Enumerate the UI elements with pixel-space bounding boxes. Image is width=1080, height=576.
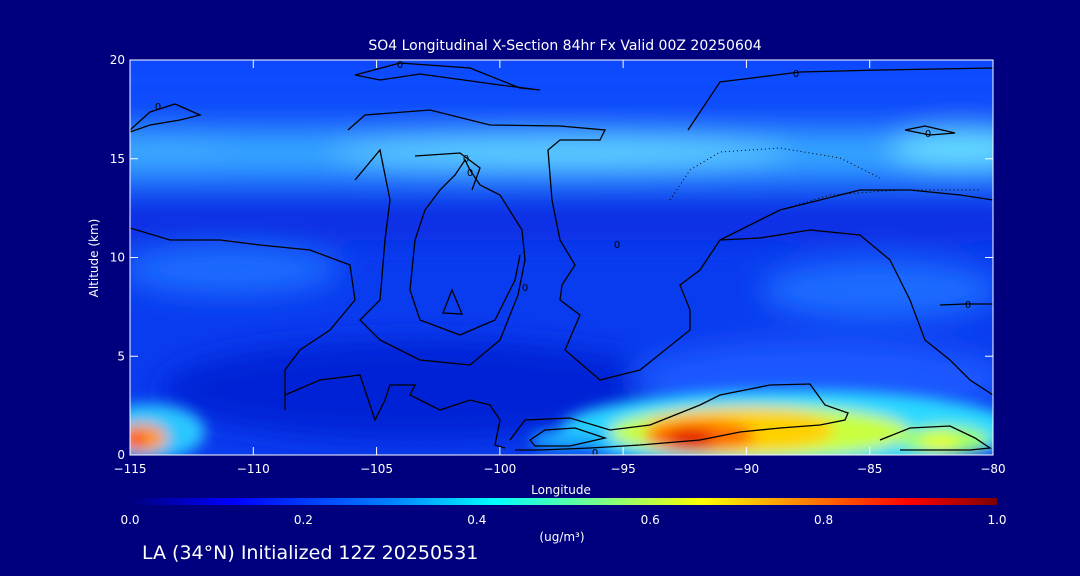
plume-main-red: [666, 430, 714, 450]
field-band-right: [890, 130, 993, 166]
field-mid-dark: [130, 200, 993, 240]
contour-lower-left: [284, 374, 506, 449]
contour-label: 0: [463, 154, 469, 165]
contour-inner-loop: [354, 148, 526, 366]
colorbar-tick-label: 1.0: [987, 513, 1006, 527]
contour-right-mid: [719, 229, 993, 396]
contour-left-upper: [130, 103, 203, 133]
contour-mid-band: [414, 152, 481, 191]
colorbar-tick-label: 0.0: [120, 513, 139, 527]
contour-central-loop: [347, 109, 993, 381]
x-tick-label: −90: [734, 462, 759, 476]
y-tick-label: 15: [110, 152, 125, 166]
plume-right-core: [920, 434, 960, 450]
contour-lines: [130, 62, 993, 451]
contour-label: 0: [522, 283, 528, 294]
contour-right-side: [939, 303, 993, 306]
x-tick-label: −95: [610, 462, 635, 476]
x-axis: −115 −110 −105 −100 −95 −90 −85 −80: [114, 60, 1006, 476]
chart-title: SO4 Longitudinal X-Section 84hr Fx Valid…: [368, 38, 761, 54]
plot-area: [130, 60, 993, 455]
contour-label: 0: [155, 102, 161, 113]
field-band-center: [330, 136, 790, 168]
x-tick-label: −115: [114, 462, 147, 476]
contour-plume-inner: [529, 427, 608, 447]
x-tick-label: −105: [360, 462, 393, 476]
field-low-dark: [160, 340, 680, 440]
contour-top: [354, 62, 541, 91]
contour-plume-right: [879, 425, 992, 451]
colorbar-ticks: 0.0 0.2 0.4 0.6 0.8 1.0: [120, 513, 1006, 527]
contour-label: 0: [793, 69, 799, 80]
colorbar-tick-label: 0.8: [814, 513, 833, 527]
contour-label: 0: [592, 448, 598, 459]
y-tick-label: 5: [117, 349, 125, 363]
field-top-layer: [130, 60, 993, 110]
contour-peak: [442, 288, 463, 315]
x-tick-label: −100: [483, 462, 516, 476]
colorbar-tick-label: 0.4: [467, 513, 486, 527]
plume-left-hot: [130, 432, 146, 448]
contour-small-right: [904, 125, 956, 136]
y-tick-label: 20: [110, 53, 125, 67]
x-tick-label: −110: [237, 462, 270, 476]
x-axis-label: Longitude: [531, 483, 591, 497]
contour-top-right: [687, 67, 993, 131]
colorbar: 0.0 0.2 0.4 0.6 0.8 1.0 (ug/m³): [120, 498, 1007, 544]
y-tick-label: 10: [110, 251, 125, 265]
y-axis-label: Altitude (km): [87, 219, 101, 298]
plume-left-small: [530, 430, 610, 450]
initialization-caption: LA (34°N) Initialized 12Z 20250531: [142, 542, 479, 564]
contour-label: 0: [614, 240, 620, 251]
y-tick-label: 0: [117, 448, 125, 462]
y-axis: 0 5 10 15 20: [110, 53, 993, 462]
contour-labels: 0 0 0 0 0 0 0 0 0 0: [155, 60, 971, 459]
contour-label: 0: [925, 129, 931, 140]
field-mid-light-left: [130, 245, 340, 295]
x-tick-label: −85: [857, 462, 882, 476]
field-band-left: [130, 138, 240, 162]
colorbar-label: (ug/m³): [539, 530, 584, 544]
contour-label: 0: [467, 168, 473, 179]
contour-left-mid: [130, 227, 356, 410]
contour-plume-outer: [509, 383, 849, 451]
x-tick-label: −80: [980, 462, 1005, 476]
contour-label: 0: [965, 300, 971, 311]
field-mid-light-right: [760, 260, 993, 320]
colorbar-tick-label: 0.6: [641, 513, 660, 527]
colorbar-ramp: [130, 498, 997, 505]
colorbar-tick-label: 0.2: [294, 513, 313, 527]
contour-label: 0: [397, 60, 403, 71]
